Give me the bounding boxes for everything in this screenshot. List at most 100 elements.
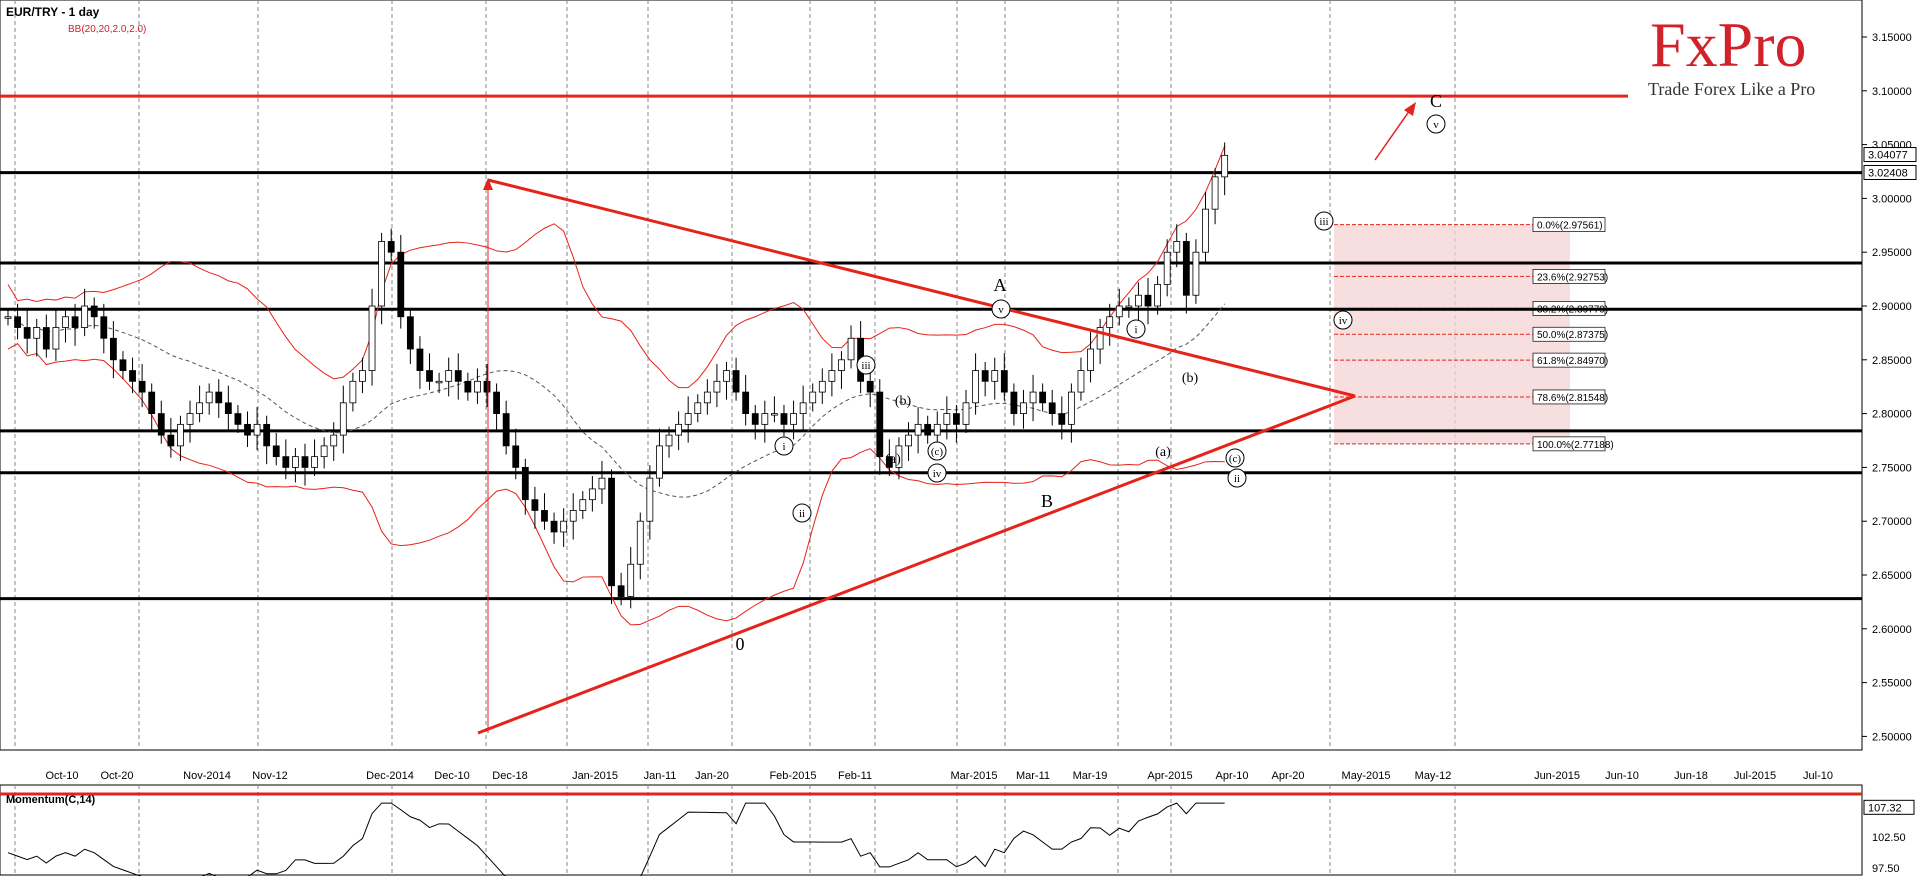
candle xyxy=(464,380,472,393)
candle xyxy=(732,370,740,393)
candle xyxy=(1211,176,1219,210)
candle xyxy=(186,413,194,425)
candle xyxy=(14,316,21,328)
candle xyxy=(1000,370,1008,393)
fib-level-box xyxy=(1532,269,1606,284)
candle xyxy=(675,423,682,436)
x-tick-label: Dec-18 xyxy=(492,770,527,782)
candle xyxy=(119,359,127,371)
x-tick-label: Dec-10 xyxy=(434,770,469,782)
wave-iv-1-circle xyxy=(927,463,947,483)
candle xyxy=(129,370,136,382)
candle xyxy=(541,510,548,522)
candle xyxy=(368,305,376,371)
candle xyxy=(339,402,347,436)
candle xyxy=(244,423,251,436)
fib-level-label: 78.6%(2.81548) xyxy=(1537,393,1608,404)
fib-level-box xyxy=(1532,217,1606,232)
candle xyxy=(1144,294,1152,307)
candle xyxy=(1163,251,1171,285)
candle xyxy=(42,327,50,350)
candle xyxy=(885,456,893,468)
candle xyxy=(569,510,577,522)
candle xyxy=(359,370,366,382)
candle xyxy=(1087,348,1094,371)
candle xyxy=(1182,241,1190,296)
candle xyxy=(378,241,386,307)
candle xyxy=(138,380,146,393)
candle xyxy=(205,391,213,404)
candle xyxy=(895,445,903,468)
candle xyxy=(991,370,999,382)
candle xyxy=(914,423,922,436)
candle xyxy=(272,445,280,458)
x-tick-label: Feb-2015 xyxy=(769,770,816,782)
wave-ii-1: ii xyxy=(799,508,805,520)
candle xyxy=(723,370,730,382)
wave-c-1-circle xyxy=(927,441,947,461)
x-tick-label: Mar-2015 xyxy=(950,770,997,782)
candle xyxy=(531,499,539,511)
wave-b-1: (b) xyxy=(895,394,912,409)
momentum-indicator: 102.50 97.50 107.32 xyxy=(0,785,1915,876)
candle xyxy=(282,456,290,468)
candle xyxy=(493,391,500,414)
wave-a-2: (a) xyxy=(1155,445,1171,460)
candle xyxy=(224,402,232,414)
fib-level-label: 0.0%(2.97561) xyxy=(1537,221,1603,232)
x-tick-label: Jul-10 xyxy=(1803,770,1833,782)
candle xyxy=(771,413,778,416)
wave-i-1-circle xyxy=(774,436,794,456)
candle xyxy=(320,445,328,458)
wave-iii-1-circle xyxy=(856,355,876,375)
wave-v-2: v xyxy=(1433,119,1439,131)
candle xyxy=(109,337,117,361)
price-marker-label: 3.02408 xyxy=(1868,167,1908,179)
wave-ii-2-circle xyxy=(1227,468,1247,488)
candle xyxy=(943,413,951,425)
candle xyxy=(167,434,175,447)
wave-iii-1: iii xyxy=(861,360,870,372)
candle xyxy=(703,391,711,404)
momentum-line xyxy=(7,802,1225,876)
wave-i-1: i xyxy=(782,441,785,453)
wave-c-2-circle xyxy=(1225,448,1245,468)
candle xyxy=(665,434,673,447)
candle xyxy=(780,413,788,425)
bollinger-bands xyxy=(7,145,1226,626)
candle xyxy=(981,370,989,382)
candles xyxy=(4,142,1229,609)
y-tick-label: 3.00000 xyxy=(1872,193,1912,205)
candle xyxy=(454,370,462,382)
wave-ii-1-circle xyxy=(792,503,812,523)
candle xyxy=(1096,327,1104,350)
candle xyxy=(4,316,12,319)
x-tick-label: Oct-10 xyxy=(45,770,78,782)
candle xyxy=(416,348,424,371)
candle xyxy=(818,380,826,393)
x-tick-label: Jun-18 xyxy=(1674,770,1708,782)
candle xyxy=(1106,316,1114,328)
candle xyxy=(1221,154,1229,178)
wave-a-1: (a) xyxy=(885,452,901,467)
candle xyxy=(148,391,156,414)
x-tick-label: May-2015 xyxy=(1342,770,1391,782)
candle xyxy=(972,370,979,404)
candle xyxy=(253,423,261,436)
candle xyxy=(387,241,395,253)
wave-label-C: C xyxy=(1430,91,1442,111)
candle xyxy=(521,466,529,501)
candle xyxy=(1077,370,1085,393)
x-tick-label: Jun-2015 xyxy=(1534,770,1580,782)
candle xyxy=(483,380,491,393)
y-tick-label: 2.60000 xyxy=(1872,624,1912,636)
candle xyxy=(636,520,644,565)
price-marker-box xyxy=(1863,147,1917,163)
y-tick-label: 2.65000 xyxy=(1872,570,1912,582)
wave-b-2: (b) xyxy=(1182,371,1199,386)
x-tick-label: Jun-10 xyxy=(1605,770,1639,782)
candle xyxy=(598,477,606,490)
triangle-lower-line xyxy=(477,394,1356,735)
